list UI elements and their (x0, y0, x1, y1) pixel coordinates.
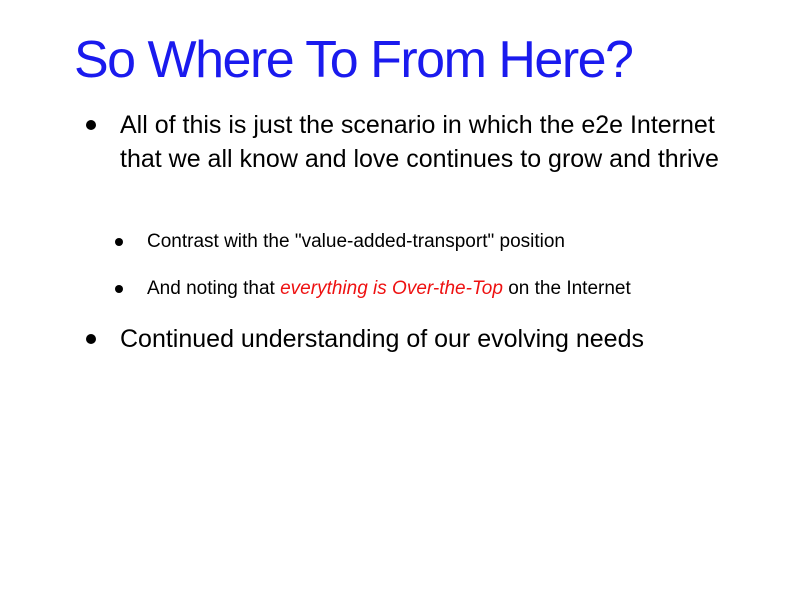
sub-bullet-text-prefix: And noting that (147, 278, 281, 299)
bullet-item: All of this is just the scenario in whic… (86, 108, 760, 176)
sub-bullet-text-suffix: on the Internet (502, 278, 631, 299)
sub-bullet-item: Contrast with the "value-added-transport… (115, 229, 767, 255)
sub-bullet-item: And noting that everything is Over-the-T… (115, 276, 767, 302)
bullet-text: Continued understanding of our evolving … (120, 325, 644, 353)
bullet-item: Continued understanding of our evolving … (86, 322, 760, 356)
bullet-dot-icon (86, 334, 96, 344)
sub-bullet-dot-icon (115, 238, 123, 246)
bullet-text: All of this is just the scenario in whic… (120, 111, 719, 173)
bullet-dot-icon (86, 120, 96, 130)
sub-bullet-text: Contrast with the "value-added-transport… (147, 231, 565, 252)
sub-bullet-dot-icon (115, 285, 123, 293)
highlighted-phrase: everything is Over-the-Top (280, 278, 503, 299)
slide-title: So Where To From Here? (74, 31, 634, 89)
